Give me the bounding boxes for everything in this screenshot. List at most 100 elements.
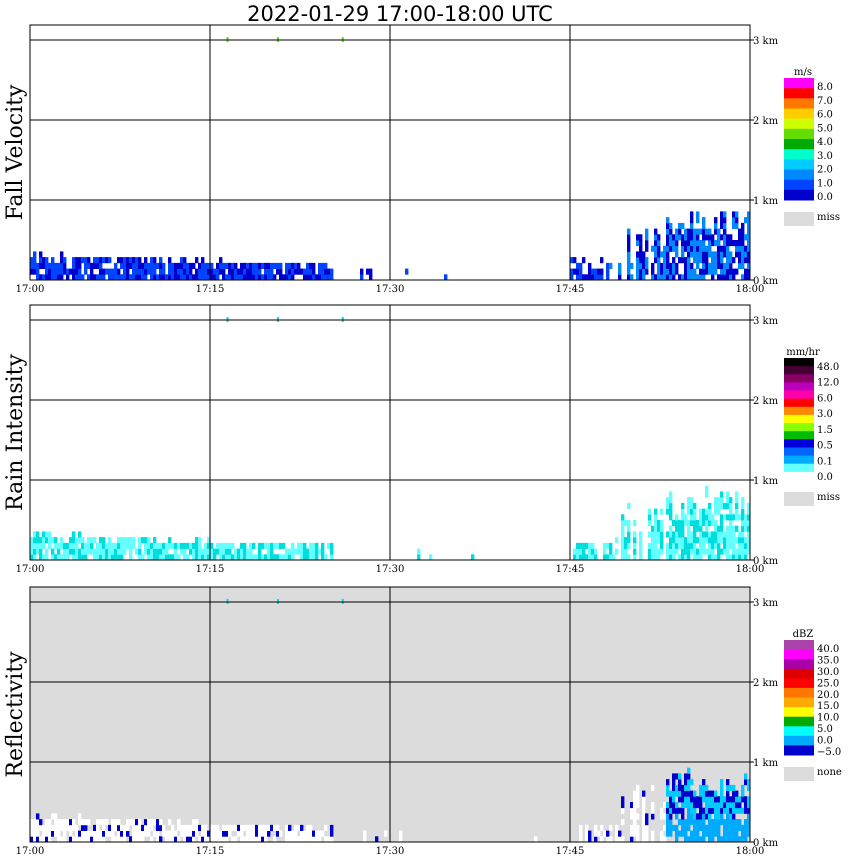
- echo-cell: [705, 520, 709, 527]
- echo-cell: [702, 222, 706, 229]
- echo-cell: [171, 836, 175, 843]
- echo-cell: [609, 542, 613, 549]
- echo-cell: [690, 228, 694, 235]
- echo-cell: [285, 830, 289, 837]
- echo-cell: [189, 274, 193, 281]
- echo-cell: [639, 274, 643, 281]
- echo-cell: [726, 268, 730, 275]
- echo-cell: [162, 262, 166, 269]
- echo-cell: [681, 813, 685, 820]
- echo-cell: [201, 554, 205, 561]
- echo-cell: [102, 554, 106, 561]
- echo-cell: [708, 819, 712, 826]
- echo-cell: [54, 813, 58, 820]
- echo-cell: [660, 542, 664, 549]
- echo-cell: [723, 262, 727, 269]
- echo-cell: [147, 268, 151, 275]
- echo-cell: [663, 268, 667, 275]
- echo-cell: [237, 554, 241, 561]
- echo-cell: [627, 257, 631, 264]
- echo-cell: [201, 268, 205, 275]
- echo-cell: [30, 824, 34, 831]
- legend-missing-swatch: [784, 767, 814, 781]
- echo-cell: [642, 262, 646, 269]
- echo-cell: [255, 824, 259, 831]
- echo-cell: [660, 537, 664, 544]
- legend-swatch: [784, 716, 814, 727]
- echo-cell: [258, 274, 262, 281]
- echo-cell: [684, 520, 688, 527]
- echo-cell: [690, 502, 694, 509]
- legend-swatch: [784, 88, 814, 99]
- echo-cell: [726, 497, 730, 504]
- echo-cell: [252, 542, 256, 549]
- echo-cell: [741, 830, 745, 837]
- echo-cell: [720, 784, 724, 791]
- echo-cell: [732, 211, 736, 218]
- echo-cell: [249, 836, 253, 843]
- echo-cell: [615, 836, 619, 843]
- echo-cell: [642, 790, 646, 797]
- legend-label: 48.0: [817, 362, 839, 373]
- echo-cell: [735, 245, 739, 252]
- echo-cell: [690, 796, 694, 803]
- echo-cell: [318, 268, 322, 275]
- echo-cell: [123, 824, 127, 831]
- echo-cell: [48, 268, 52, 275]
- echo-cell: [285, 836, 289, 843]
- echo-cell: [717, 802, 721, 809]
- legend-label: 35.0: [817, 655, 839, 666]
- echo-cell: [609, 548, 613, 555]
- echo-cell: [84, 262, 88, 269]
- echo-cell: [150, 554, 154, 561]
- echo-cell: [189, 548, 193, 555]
- echo-cell: [303, 830, 307, 837]
- echo-cell: [708, 268, 712, 275]
- echo-cell: [108, 542, 112, 549]
- echo-cell: [705, 514, 709, 521]
- echo-cell: [702, 508, 706, 515]
- echo-cell: [699, 508, 703, 515]
- echo-cell: [147, 824, 151, 831]
- echo-cell: [48, 542, 52, 549]
- echo-cell: [96, 257, 100, 264]
- legend-swatch: [784, 78, 814, 89]
- echo-cell: [120, 548, 124, 555]
- echo-cell: [48, 830, 52, 837]
- echo-cell: [51, 548, 55, 555]
- echo-cell: [117, 819, 121, 826]
- echo-cell: [36, 813, 40, 820]
- echo-cell: [174, 836, 178, 843]
- echo-cell: [117, 542, 121, 549]
- echo-cell: [225, 274, 229, 281]
- echo-cell: [732, 819, 736, 826]
- echo-cell: [684, 824, 688, 831]
- echo-cell: [297, 836, 301, 843]
- echo-cell: [141, 830, 145, 837]
- echo-cell: [249, 268, 253, 275]
- echo-cell: [666, 245, 670, 252]
- echo-cell: [741, 245, 745, 252]
- echo-cell: [30, 554, 34, 561]
- echo-cell: [99, 262, 103, 269]
- echo-cell: [735, 525, 739, 532]
- echo-cell: [327, 274, 331, 281]
- echo-cell: [732, 268, 736, 275]
- echo-cell: [612, 554, 616, 561]
- echo-cell: [705, 802, 709, 809]
- echo-cell: [300, 554, 304, 561]
- echo-cell: [252, 554, 256, 561]
- echo-cell: [147, 554, 151, 561]
- echo-cell: [639, 245, 643, 252]
- echo-cell: [186, 836, 190, 843]
- x-tick-label: 18:00: [736, 564, 765, 575]
- echo-cell: [717, 796, 721, 803]
- echo-cell: [87, 274, 91, 281]
- legend-swatch: [784, 374, 814, 383]
- x-tick-label: 17:00: [16, 564, 45, 575]
- echo-cell: [249, 554, 253, 561]
- echo-cell: [699, 520, 703, 527]
- echo-cell: [261, 262, 265, 269]
- echo-cell: [747, 251, 751, 258]
- echo-cell: [105, 542, 109, 549]
